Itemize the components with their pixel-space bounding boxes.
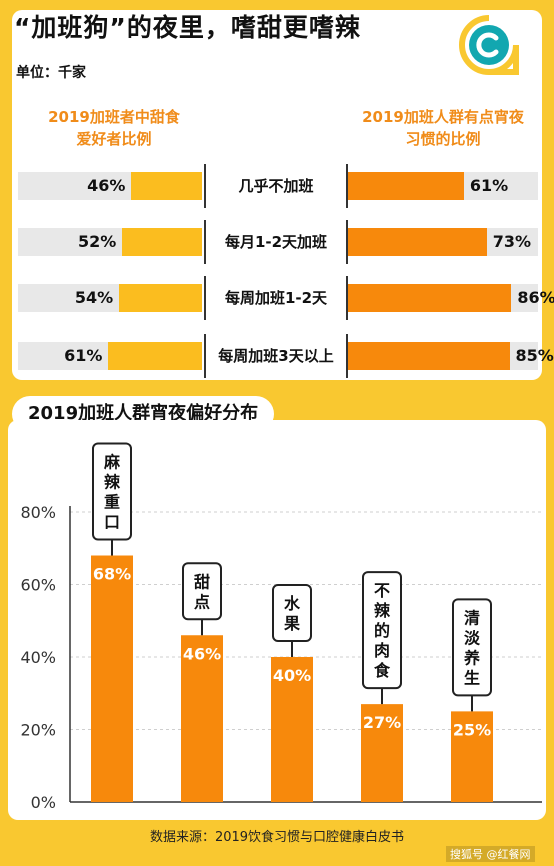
row-divider	[204, 276, 206, 320]
left-value-label: 46%	[87, 176, 126, 195]
brand-logo	[459, 15, 519, 75]
page-title: “加班狗”的夜里，嗜甜更嗜辣	[14, 13, 361, 42]
bar-value-label: 25%	[453, 720, 491, 739]
watermark: 搜狐号 @红餐网	[446, 846, 535, 862]
y-tick-label: 0%	[31, 793, 56, 812]
left-bar-track	[18, 342, 202, 370]
category-label: 水果	[283, 594, 301, 633]
row-divider	[204, 334, 206, 378]
right-bar-track	[348, 284, 538, 312]
category-label: 麻辣重口	[103, 453, 121, 532]
bar-value-label: 27%	[363, 713, 401, 732]
category-label-card	[182, 562, 222, 621]
right-value-label: 73%	[492, 232, 531, 251]
category-label: 不辣的肉食	[373, 581, 391, 680]
left-bar-track	[18, 228, 202, 256]
source-note: 数据来源：2019饮食习惯与口腔健康白皮书	[149, 830, 405, 845]
right-value-label: 61%	[469, 176, 509, 195]
row-divider	[346, 334, 348, 378]
bar	[181, 635, 223, 802]
y-tick-label: 80%	[20, 503, 56, 522]
right-bar-track	[348, 228, 538, 256]
bar-value-label: 46%	[183, 644, 221, 663]
category-label-card	[362, 571, 402, 690]
bar	[91, 555, 133, 802]
category-label: 清淡养生	[463, 608, 481, 687]
left-column-header: 2019加班者中甜食 爱好者比例	[48, 108, 180, 148]
bar	[451, 711, 493, 802]
row-divider	[346, 164, 348, 208]
unit-label: 单位：千家	[16, 65, 86, 81]
row-divider	[346, 276, 348, 320]
row-label: 几乎不加班	[238, 177, 314, 195]
bar-value-label: 68%	[93, 565, 131, 584]
right-value-label: 86%	[517, 288, 554, 307]
left-value-label: 61%	[64, 346, 103, 365]
right-bar-track	[348, 172, 538, 200]
right-bar	[348, 284, 512, 312]
category-label-card	[92, 442, 132, 541]
left-bar-track	[18, 284, 202, 312]
left-value-label: 54%	[74, 288, 114, 307]
right-bar	[348, 172, 464, 200]
right-value-label: 85%	[515, 346, 554, 365]
left-bar	[122, 228, 202, 256]
row-label: 每周加班1-2天	[224, 289, 328, 307]
right-bar-track	[348, 342, 538, 370]
row-divider	[204, 164, 206, 208]
row-divider	[204, 220, 206, 264]
bar-value-label: 40%	[273, 666, 311, 685]
y-tick-label: 40%	[20, 648, 56, 667]
left-bar	[119, 284, 202, 312]
left-bar-track	[18, 172, 202, 200]
row-label: 每月1-2天加班	[224, 233, 328, 251]
left-bar	[108, 342, 202, 370]
category-label-card	[272, 584, 312, 642]
left-value-label: 52%	[77, 232, 117, 251]
bar	[271, 657, 313, 802]
y-tick-label: 60%	[20, 576, 56, 595]
bar	[361, 704, 403, 802]
row-label: 每周加班3天以上	[218, 347, 334, 365]
row-divider	[346, 220, 348, 264]
category-label: 甜点	[194, 572, 210, 611]
left-bar	[131, 172, 202, 200]
y-tick-label: 20%	[20, 721, 56, 740]
right-bar	[348, 228, 487, 256]
right-bar	[348, 342, 510, 370]
category-label-card	[452, 598, 492, 697]
right-column-header: 2019加班人群有点宵夜 习惯的比例	[362, 108, 524, 148]
